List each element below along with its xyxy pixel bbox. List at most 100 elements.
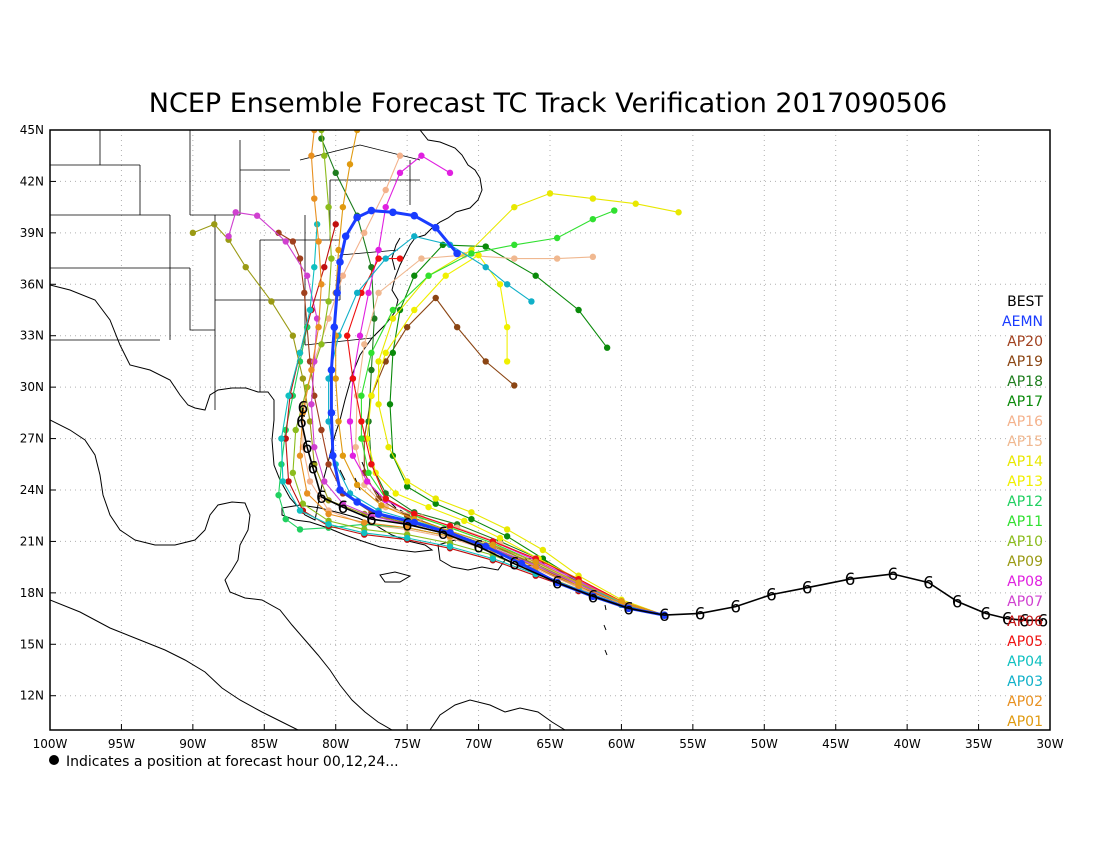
hurricane-symbol-icon: 6 [802, 579, 813, 599]
track-position-dot [411, 510, 418, 518]
legend-item-ap07: AP07 [1007, 594, 1043, 610]
track-position-dot [431, 223, 440, 232]
x-tick-label: 70W [465, 737, 492, 751]
track-position-dot [375, 401, 382, 408]
x-tick-label: 35W [965, 737, 992, 751]
chart-title: NCEP Ensemble Forecast TC Track Verifica… [149, 88, 947, 119]
track-position-dot [375, 495, 382, 502]
track-position-dot [575, 579, 582, 586]
track-position-dot [575, 306, 582, 314]
legend-item-ap18: AP18 [1007, 374, 1043, 390]
track-position-dot [403, 534, 411, 542]
track-position-dot [325, 461, 332, 468]
track-position-dot [503, 323, 511, 331]
hurricane-symbol-icon: 6 [509, 555, 520, 575]
track-position-dot [382, 255, 389, 262]
jamaica-outline [379, 571, 412, 583]
track-position-dot [346, 161, 354, 168]
track-position-dot [353, 481, 361, 489]
hurricane-symbol-icon: 6 [552, 574, 563, 594]
track-position-dot [311, 130, 318, 134]
hurricane-symbol-icon: 6 [695, 604, 706, 624]
track-position-dot [446, 522, 454, 530]
track-position-dot [321, 152, 328, 159]
track-position-dot [285, 392, 292, 399]
track-position-dot [374, 510, 383, 518]
hurricane-symbol-icon: 6 [587, 587, 598, 607]
track-position-dot [496, 281, 504, 288]
track-position-dot [589, 195, 597, 202]
track-position-dot [353, 213, 361, 222]
track-position-dot [496, 534, 504, 542]
track-position-dot [389, 349, 397, 357]
track-position-dot [225, 233, 232, 240]
track-position-dot [343, 332, 351, 339]
track-position-dot [353, 498, 361, 506]
y-tick-label: 12N [20, 689, 44, 703]
track-position-dot [603, 344, 611, 351]
track-position-dot [539, 546, 547, 554]
track-line [320, 138, 665, 616]
legend-item-ap14: AP14 [1007, 454, 1043, 470]
track-position-dot [306, 478, 314, 485]
track-position-dot [511, 203, 518, 211]
track-position-dot [308, 152, 315, 159]
track-position-dot [275, 491, 282, 499]
track-position-dot [328, 255, 335, 262]
track-position-dot [432, 495, 439, 502]
track-position-dot [352, 443, 359, 451]
track-position-dot [632, 200, 639, 207]
track-position-dot [321, 263, 328, 271]
track-line [389, 244, 665, 616]
y-tick-label: 21N [20, 534, 44, 548]
track-position-dot [289, 238, 297, 245]
x-tick-label: 90W [179, 737, 206, 751]
hurricane-symbol-icon: 6 [302, 438, 313, 458]
hurricane-symbol-icon: 6 [366, 510, 377, 530]
hurricane-symbol-icon: 6 [437, 524, 448, 544]
track-position-dot [361, 519, 368, 526]
y-tick-label: 42N [20, 174, 44, 188]
track-position-dot [339, 500, 347, 507]
track-position-dot [339, 452, 347, 459]
track-line [335, 130, 665, 616]
track-line [366, 254, 665, 616]
y-tick-label: 36N [20, 277, 44, 291]
track-position-dot [296, 526, 304, 533]
track-position-dot [503, 358, 511, 365]
legend-item-ap19: AP19 [1007, 354, 1043, 370]
track-position-dot [299, 375, 307, 382]
track-position-dot [318, 130, 325, 134]
hurricane-symbol-icon: 6 [402, 515, 413, 535]
x-tick-label: 100W [33, 737, 68, 751]
y-tick-label: 15N [20, 637, 44, 651]
x-tick-label: 60W [608, 737, 635, 751]
track-position-dot [329, 451, 337, 460]
legend-item-ap09: AP09 [1007, 554, 1043, 570]
track-position-dot [332, 221, 339, 228]
y-tick-label: 18N [20, 586, 44, 600]
track-position-dot [318, 281, 325, 288]
track-position-dot [308, 401, 315, 408]
gridlines [50, 130, 1050, 730]
track-position-dot [361, 341, 368, 348]
track-position-dot [311, 392, 318, 399]
hurricane-symbol-icon: 6 [923, 574, 934, 594]
legend-item-ap13: AP13 [1007, 474, 1043, 490]
track-position-dot [410, 211, 419, 220]
track-position-dot [346, 418, 354, 425]
track-position-dot [375, 246, 382, 254]
central-america-coast-west [50, 599, 299, 730]
track-position-dot [453, 323, 461, 331]
track-position-dot [432, 294, 439, 302]
track-position-dot [368, 366, 375, 374]
hurricane-symbol-icon: 6 [297, 399, 308, 419]
track-aemn [327, 206, 669, 619]
track-position-dot [289, 469, 297, 477]
legend-item-ap11: AP11 [1007, 514, 1043, 530]
track-position-dot [442, 272, 449, 279]
track-position-dot [335, 418, 342, 425]
legend-item-ap15: AP15 [1007, 434, 1043, 450]
track-ap02 [296, 130, 668, 619]
track-position-dot [528, 298, 535, 305]
